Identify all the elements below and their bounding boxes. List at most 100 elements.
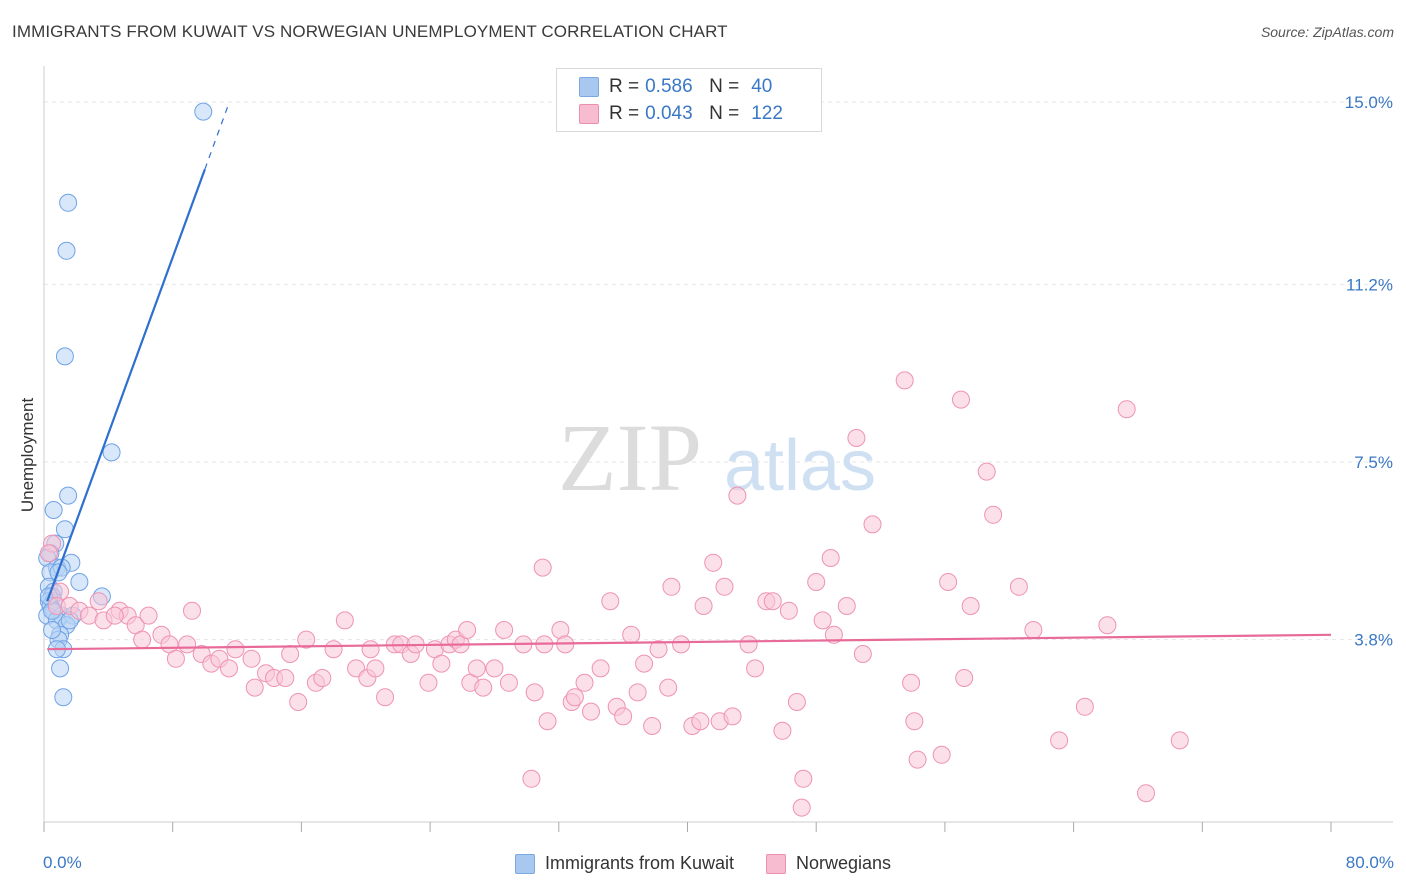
- norwegian-point: [575, 673, 594, 692]
- norwegian-point: [694, 597, 713, 615]
- norwegian-point: [715, 577, 734, 596]
- norwegian-point: [139, 606, 158, 625]
- norwegian-point: [565, 688, 584, 707]
- norwegian-point: [1050, 731, 1069, 750]
- norwegian-point: [723, 707, 742, 726]
- trend-lines: [46, 102, 1332, 651]
- norwegian-point: [276, 669, 295, 687]
- norwegian-point: [932, 745, 951, 764]
- r-label: R =: [609, 103, 640, 124]
- norwegian-point: [813, 611, 832, 630]
- norwegian-point: [614, 707, 633, 726]
- norwegian-point: [366, 659, 385, 678]
- y-tick-labels: 3.8% 7.5% 11.2% 15.0%: [1345, 93, 1393, 650]
- norwegian-point: [1170, 731, 1189, 750]
- r-label: R =: [609, 76, 640, 97]
- x-max-label: 80.0%: [1345, 853, 1394, 872]
- norwegian-point: [39, 544, 58, 563]
- legend-label-kuwait: Immigrants from Kuwait: [544, 853, 734, 873]
- kuwait-point: [44, 501, 63, 519]
- norwegian-point: [662, 577, 681, 596]
- norwegian-point: [499, 673, 518, 692]
- legend-swatch-norwegians: [579, 104, 599, 124]
- norwegian-point: [902, 673, 921, 692]
- kuwait-point: [43, 621, 62, 639]
- source-credit: Source: ZipAtlas.com: [1260, 24, 1394, 40]
- norwegian-point: [939, 573, 958, 591]
- correlation-legend: R = 0.586 N = 40 R = 0.043 N = 122: [556, 68, 822, 132]
- norwegian-point: [1117, 400, 1136, 419]
- norwegian-point: [183, 601, 202, 620]
- norwegian-point: [955, 669, 974, 687]
- norwegian-point: [533, 558, 552, 577]
- norwegian-point: [485, 659, 504, 678]
- norwegian-point: [787, 693, 806, 711]
- norwegian-point: [166, 649, 185, 668]
- norwegian-point: [628, 683, 647, 702]
- n-label: N =: [709, 103, 740, 124]
- r-value: 0.043: [645, 103, 693, 124]
- norwegian-point: [467, 659, 486, 678]
- kuwait-point: [194, 102, 213, 121]
- norwegian-point: [622, 625, 641, 644]
- n-value: 40: [751, 76, 773, 97]
- legend-swatch-kuwait: [514, 853, 535, 874]
- norwegian-point: [313, 669, 332, 687]
- norwegian-point: [672, 635, 691, 654]
- legend-swatch-norwegians: [766, 853, 786, 874]
- norwegian-point: [591, 659, 610, 678]
- series-legend-norwegians[interactable]: Norwegians: [766, 853, 891, 874]
- norwegian-point: [419, 673, 438, 692]
- y-tick-label: 11.2%: [1346, 275, 1393, 294]
- norwegian-point: [649, 640, 668, 659]
- norwegian-point: [245, 678, 264, 697]
- norwegian-point: [837, 597, 856, 615]
- norwegian-point: [951, 390, 970, 409]
- kuwait-point: [51, 659, 70, 678]
- norwegian-point: [525, 683, 544, 702]
- norwegian-point: [763, 592, 782, 611]
- norwegian-point: [984, 505, 1003, 524]
- kuwait-point: [70, 573, 89, 591]
- norwegian-point: [297, 630, 316, 649]
- series-legend-kuwait[interactable]: Immigrants from Kuwait: [514, 853, 734, 874]
- r-value: 0.586: [645, 76, 693, 97]
- norwegian-point: [289, 693, 308, 711]
- norwegian-point: [704, 553, 723, 572]
- norwegian-point: [1098, 616, 1117, 635]
- norwegian-point: [739, 635, 758, 654]
- norwegian-point: [895, 371, 914, 390]
- norwegian-point: [905, 712, 924, 731]
- norwegian-point: [458, 621, 477, 639]
- norwegian-point: [538, 712, 557, 731]
- norwegian-point: [335, 611, 354, 630]
- norwegian-point: [746, 659, 765, 678]
- series-legend: Immigrants from Kuwait Norwegians: [0, 853, 1406, 874]
- legend-row-kuwait: R = 0.586 N = 40: [579, 75, 772, 99]
- norwegian-point: [779, 601, 798, 620]
- norwegian-point: [89, 592, 108, 611]
- norwegian-point: [522, 769, 541, 788]
- norwegian-point: [178, 635, 197, 654]
- norwegian-point: [807, 573, 826, 591]
- norwegian-point: [1136, 784, 1155, 803]
- y-tick-label: 15.0%: [1345, 93, 1393, 112]
- kuwait-point: [57, 241, 76, 260]
- axes: [43, 66, 1393, 832]
- norwegian-point: [1075, 697, 1094, 716]
- norwegian-point: [601, 592, 620, 611]
- norwegian-point: [432, 654, 451, 673]
- x-min-label: 0.0%: [43, 853, 82, 872]
- kuwait-point: [102, 443, 121, 462]
- norwegian-point: [853, 645, 872, 663]
- kuwait-point: [59, 486, 78, 505]
- norwegian-point: [324, 640, 343, 659]
- norwegian-point: [495, 621, 514, 639]
- norwegian-point: [1009, 577, 1028, 596]
- kuwait-trend-line: [46, 168, 206, 602]
- norwegian-point: [659, 678, 678, 697]
- norwegian-point: [977, 462, 996, 481]
- n-value: 122: [751, 103, 783, 124]
- norwegian-point: [133, 630, 152, 649]
